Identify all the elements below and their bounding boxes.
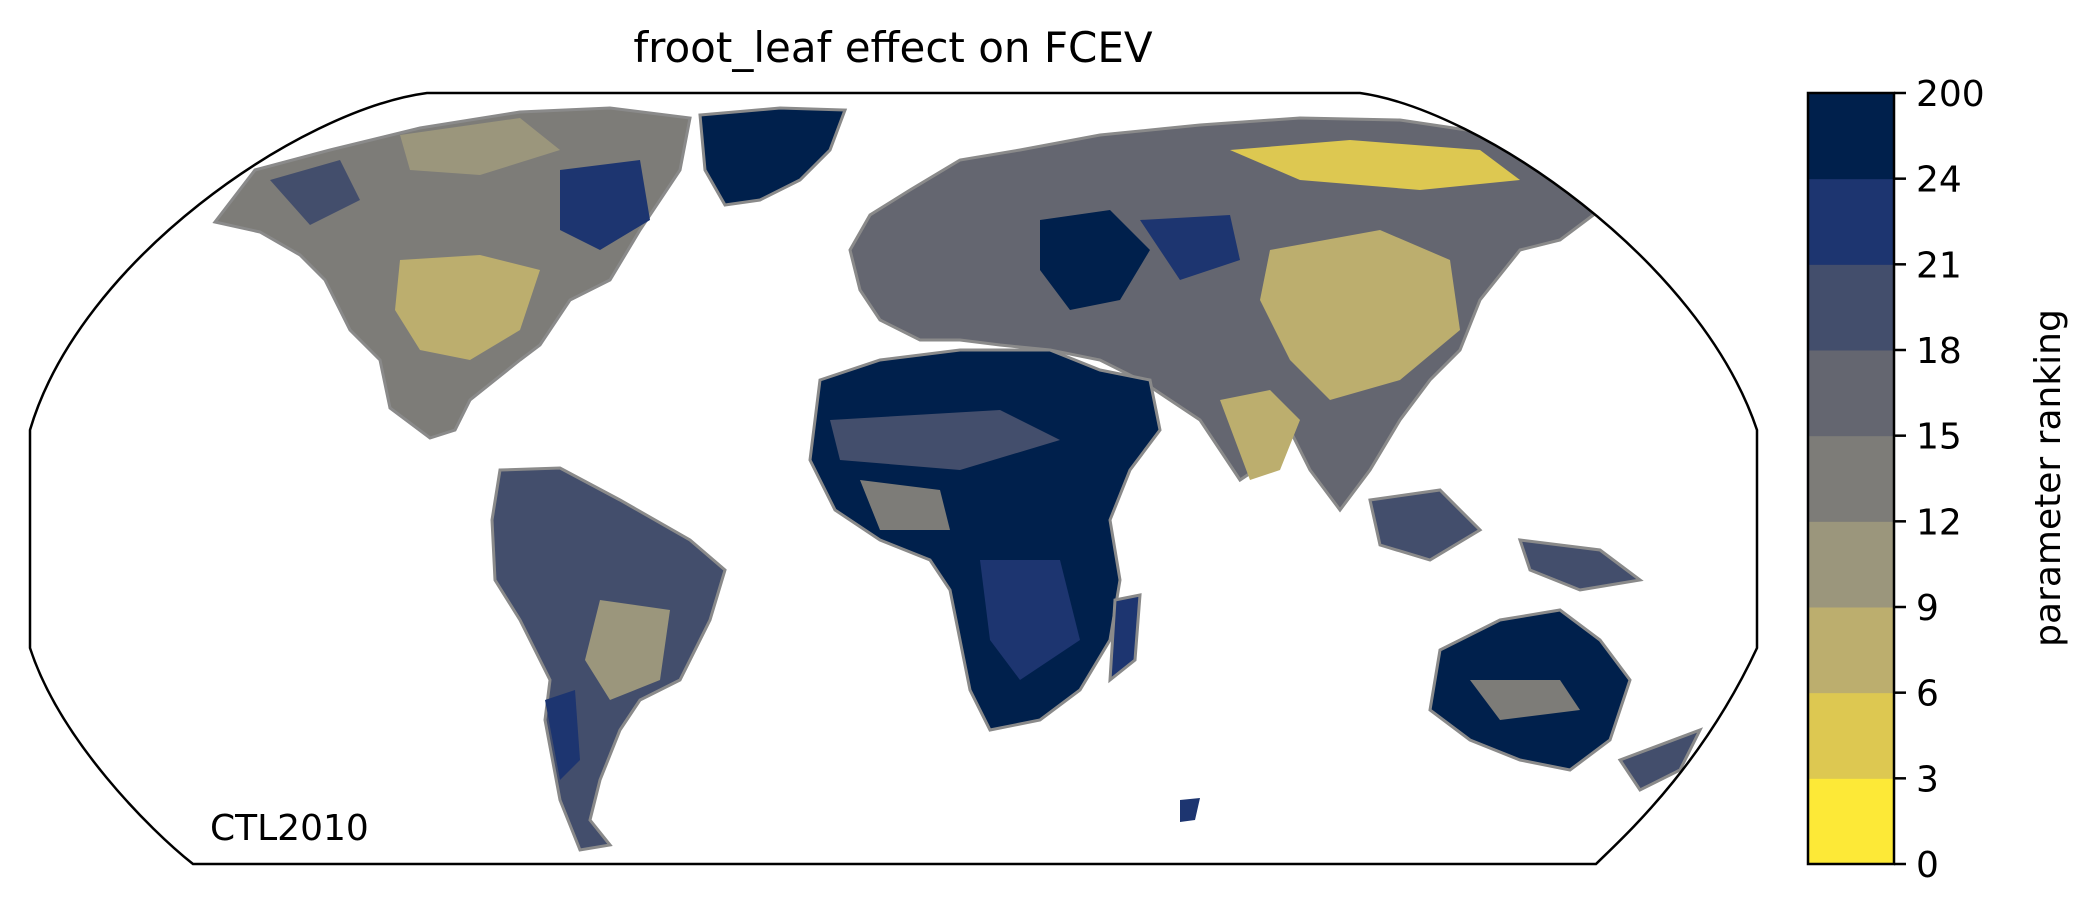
map-area: CTL2010	[30, 93, 1757, 864]
antarctica-edge	[1180, 798, 1200, 822]
colorbar-bin-18-21	[1808, 264, 1894, 350]
colorbar-bin-3-6	[1808, 693, 1894, 779]
colorbar-tick-label: 0	[1916, 845, 1939, 886]
colorbar-tick-label: 12	[1916, 502, 1962, 543]
colorbar-bin-24-200	[1808, 93, 1894, 179]
new-zealand	[1620, 730, 1700, 790]
colorbar-tick-label: 21	[1916, 245, 1962, 286]
colorbar-bin-6-9	[1808, 607, 1894, 693]
colorbar-tick-label: 6	[1916, 674, 1939, 715]
colorbar-swatches	[1808, 93, 1894, 865]
maritime-southeast-asia	[1370, 490, 1480, 560]
colorbar-tick-label: 15	[1916, 417, 1962, 458]
colorbar-tick-label: 18	[1916, 331, 1962, 372]
colorbar-ticks: 0 3 6 9 12 15 18 21 24 200	[1894, 74, 1985, 886]
new-guinea	[1520, 540, 1640, 590]
colorbar-tick-label: 3	[1916, 759, 1939, 800]
africa	[810, 350, 1160, 730]
colorbar-bin-12-15	[1808, 436, 1894, 522]
madagascar	[1110, 595, 1140, 680]
colorbar-tick-label: 24	[1916, 160, 1962, 201]
colorbar-bin-21-24	[1808, 179, 1894, 265]
colorbar-bin-0-3	[1808, 778, 1894, 864]
colorbar-tick-label: 200	[1916, 74, 1985, 115]
colorbar-tick-label: 9	[1916, 588, 1939, 629]
land-cells	[215, 108, 1700, 850]
greenland	[700, 108, 845, 205]
map-title: froot_leaf effect on FCEV	[633, 23, 1153, 72]
experiment-label: CTL2010	[210, 808, 369, 849]
colorbar-bin-9-12	[1808, 521, 1894, 607]
colorbar: 0 3 6 9 12 15 18 21 24 200 parameter ranking	[1808, 74, 2069, 886]
colorbar-label: parameter ranking	[2028, 309, 2069, 647]
colorbar-bin-15-18	[1808, 350, 1894, 436]
